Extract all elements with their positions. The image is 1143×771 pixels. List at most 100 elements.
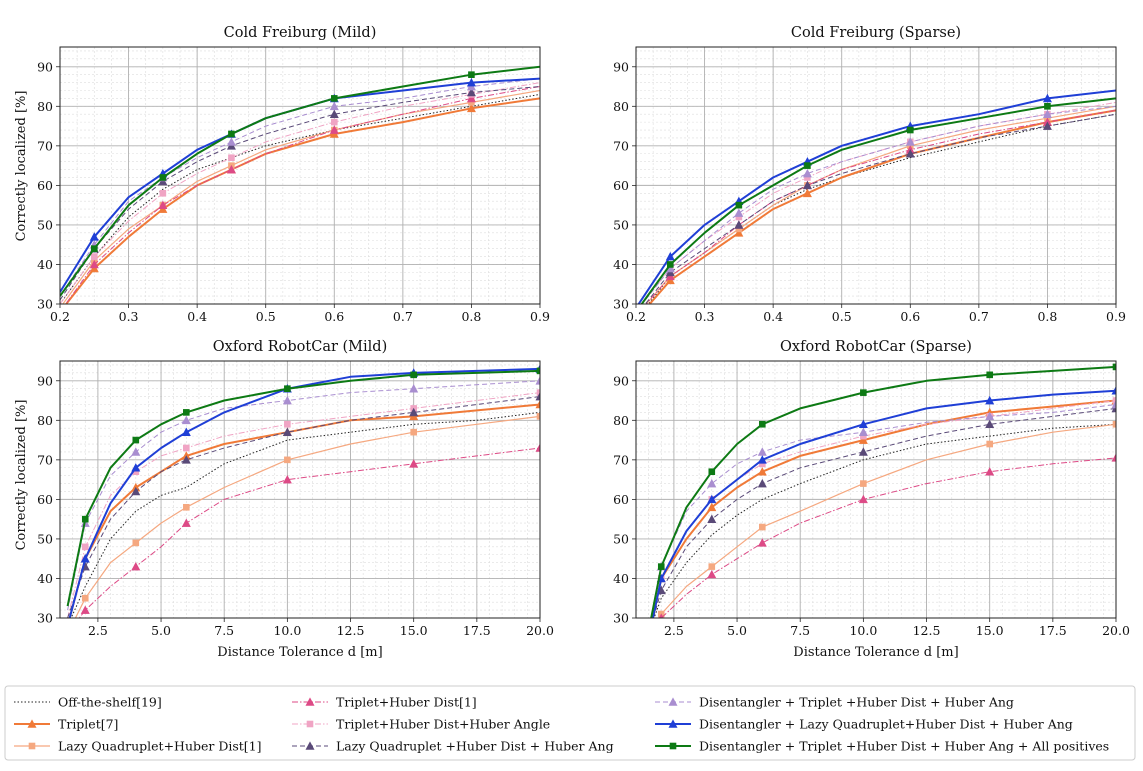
series-marker-9 [159,174,167,181]
y-tick-label: 40 [613,571,629,586]
chart-panel-1: 0.2 0.3 0.4 0.5 0.6 0.7 0.8 0.9 30 40 50 60 70 80 90 Co… [37,25,550,324]
series-marker-3 [284,456,291,464]
series-marker-8 [1111,386,1116,395]
series-marker-3 [759,523,766,531]
legend-marker [668,697,678,706]
series-marker-9 [468,71,475,78]
series-marker-5 [330,118,338,126]
series-marker-5 [90,253,98,260]
ylabel-bottom: Correctly localized [%] [14,400,29,551]
y-tick-label: 30 [613,297,629,312]
series-group [637,89,1116,304]
x-tick-label: 0.2 [50,309,70,324]
series-marker-5 [1112,397,1116,404]
x-tick-label: 0.3 [695,309,715,324]
series-marker-4 [282,474,292,484]
series-marker-2 [535,399,540,409]
panel-title: Cold Freiburg (Sparse) [791,25,961,41]
series-marker-9 [860,389,867,396]
series-marker-3 [986,440,993,448]
series-marker-2 [734,228,744,237]
y-tick-label: 70 [613,452,629,467]
series-marker-6 [282,427,292,436]
series-marker-4 [535,443,540,452]
series-marker-4 [181,518,191,527]
y-tick-label: 90 [613,59,629,74]
legend-frame [4,685,1136,761]
series-marker-8 [181,427,191,436]
x-tick-label: 0.7 [969,309,989,324]
x-tick-label: 0.8 [1037,309,1057,324]
x-tick-label: 5.0 [727,623,747,638]
x-tick-label: 5.0 [151,623,171,638]
chart-panel-2: 0.2 0.3 0.4 0.5 0.6 0.7 0.8 0.9 30 40 50 60 70 80 90 Co… [613,25,1126,324]
series-marker-7 [858,427,868,436]
series-marker-8 [707,494,717,504]
y-tick-label: 50 [37,217,53,232]
series-marker-2 [858,435,868,444]
series-marker-7 [535,376,540,385]
y-tick-label: 60 [37,492,53,507]
series-marker-5 [284,420,291,428]
series-marker-3 [132,539,140,547]
series-marker-4 [707,569,717,579]
series-marker-8 [1042,93,1052,103]
series-line-2 [68,403,540,618]
legend-marker [28,742,36,750]
series-marker-3 [536,413,540,420]
axes-frame [635,360,1117,619]
x-tick-label: 0.8 [461,309,481,324]
x-tick-label: 20.0 [526,623,554,638]
series-marker-6 [181,455,191,464]
series-marker-6 [985,419,995,429]
x-tick-label: 7.5 [790,623,810,638]
series-marker-5 [536,389,540,396]
series-line-3 [658,423,1116,618]
legend-entry-4: Triplet+Huber Dist[1] [292,695,477,710]
series-marker-7 [802,168,812,178]
series-marker-6 [734,220,744,229]
y-tick-label: 90 [613,373,629,388]
series-marker-4 [985,467,995,476]
series-marker-4 [226,164,236,174]
series-line-8 [651,389,1116,618]
series-marker-4 [858,494,868,504]
series-marker-4 [131,561,141,571]
legend-marker [669,742,677,750]
y-tick-label: 60 [37,178,53,193]
y-tick-label: 40 [37,571,53,586]
series-marker-6 [707,514,717,523]
series-marker-7 [905,137,915,146]
series-marker-7 [985,411,995,421]
series-line-7 [641,105,1116,304]
series-marker-8 [131,463,141,472]
legend: Off-the-shelf[19] Triplet[7] Lazy Quadrupl… [4,685,1136,761]
series-marker-7 [282,395,292,405]
legend-entry-7: Disentangler + Triplet +Huber Dist + Hub… [655,695,1014,710]
series-marker-6 [535,391,540,401]
series-line-1 [653,423,1116,618]
series-line-2 [651,399,1116,618]
series-marker-9 [183,409,190,416]
series-line-8 [68,367,540,618]
series-marker-2 [802,188,812,198]
series-line-9 [650,365,1116,618]
series-marker-6 [1042,121,1052,130]
y-tick-label: 90 [37,59,53,74]
series-marker-8 [665,251,675,261]
series-marker-6 [858,447,868,456]
series-marker-8 [466,77,476,87]
y-tick-label: 80 [37,99,53,114]
series-marker-4 [466,93,476,103]
x-tick-label: 0.4 [187,309,207,324]
series-marker-2 [757,467,767,476]
series-group [650,363,1116,618]
legend-label: Lazy Quadruplet +Huber Dist + Huber Ang [336,739,614,754]
y-tick-label: 40 [613,257,629,272]
series-marker-9 [330,95,338,102]
x-tick-label: 0.3 [119,309,139,324]
series-marker-5 [183,444,190,452]
series-marker-8 [858,419,868,429]
series-marker-8 [80,554,90,563]
x-tick-label: 0.9 [530,309,550,324]
